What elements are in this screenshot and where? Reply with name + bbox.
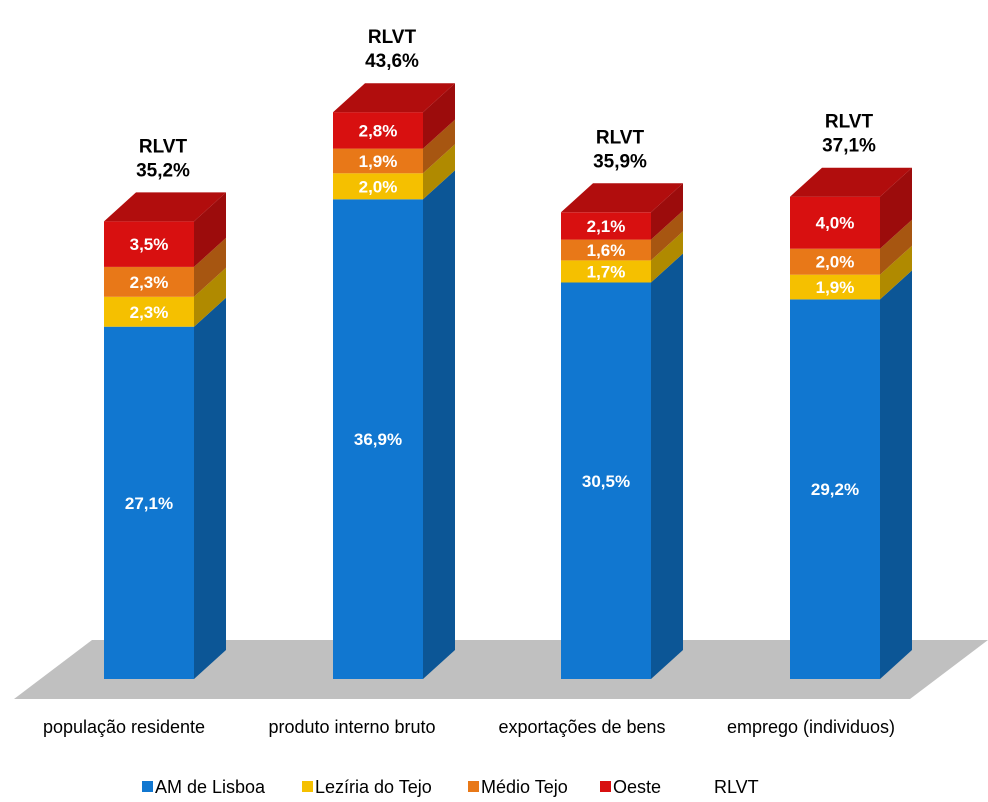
bar-segment-oeste-top xyxy=(104,192,226,222)
data-label-oeste: 2,1% xyxy=(587,217,626,236)
legend-label-leziria-do-tejo: Lezíria do Tejo xyxy=(315,777,432,797)
category-label-produto-interno-bruto: produto interno bruto xyxy=(268,717,435,737)
bar-segment-am-de-lisboa-side xyxy=(651,253,683,679)
bar-segment-am-de-lisboa-front xyxy=(790,299,880,679)
bar-segment-medio-tejo-front xyxy=(333,148,423,174)
total-name-label: RLVT xyxy=(825,112,874,133)
bar-segment-leziria-do-tejo-side xyxy=(651,231,683,283)
bar-segment-oeste-front xyxy=(790,196,880,249)
legend-swatch-am-de-lisboa xyxy=(142,781,153,792)
bar-segment-medio-tejo-front xyxy=(104,266,194,297)
data-label-am-de-lisboa: 27,1% xyxy=(125,494,173,513)
data-label-am-de-lisboa: 36,9% xyxy=(354,430,402,449)
bar-segment-am-de-lisboa-side xyxy=(194,297,226,679)
data-label-am-de-lisboa: 29,2% xyxy=(811,480,859,499)
bar-segment-am-de-lisboa-side xyxy=(423,170,455,680)
data-label-leziria-do-tejo: 2,0% xyxy=(359,177,398,196)
legend-label-am-de-lisboa: AM de Lisboa xyxy=(155,777,266,797)
bar-segment-leziria-do-tejo-front xyxy=(790,274,880,300)
total-name-label: RLVT xyxy=(139,136,188,157)
bars-group: 27,1%2,3%2,3%3,5%RLVT35,2%36,9%2,0%1,9%2… xyxy=(104,27,912,680)
legend: AM de Lisboa Lezíria do Tejo Médio Tejo Oes… xyxy=(142,777,759,797)
legend-swatch-leziria-do-tejo xyxy=(302,781,313,792)
chart-floor xyxy=(14,640,988,699)
total-name-label: RLVT xyxy=(368,27,417,48)
bar-segment-oeste-front xyxy=(333,112,423,149)
bar-segment-oeste-front xyxy=(561,212,651,240)
data-label-leziria-do-tejo: 1,7% xyxy=(587,262,626,281)
category-label-populacao-residente: população residente xyxy=(43,717,205,737)
category-labels: população residente produto interno bruto… xyxy=(43,717,895,737)
bar-segment-oeste-top xyxy=(561,183,683,213)
data-label-medio-tejo: 2,0% xyxy=(816,253,855,272)
bar-segment-medio-tejo-side xyxy=(880,219,912,275)
bar-segment-am-de-lisboa-front xyxy=(333,199,423,680)
data-label-medio-tejo: 1,9% xyxy=(359,152,398,171)
bar-segment-leziria-do-tejo-front xyxy=(561,260,651,283)
data-label-oeste: 2,8% xyxy=(359,121,398,140)
bar-segment-oeste-side xyxy=(194,192,226,267)
legend-label-rlvt: RLVT xyxy=(714,777,759,797)
category-label-exportacoes-de-bens: exportações de bens xyxy=(498,717,665,737)
total-value-label: 43,6% xyxy=(365,51,419,72)
bar-segment-leziria-do-tejo-front xyxy=(104,296,194,327)
bar-emprego-individuos: 29,2% 1,9% 2,0% 4,0% RLVT 37,1% xyxy=(790,112,912,679)
bar-segment-oeste-side xyxy=(423,83,455,149)
bar-populacao-residente: 27,1% 2,3% 2,3% 3,5% RLVT 35,2% xyxy=(104,136,226,679)
data-label-leziria-do-tejo: 2,3% xyxy=(130,303,169,322)
data-label-medio-tejo: 1,6% xyxy=(587,241,626,260)
legend-swatch-oeste xyxy=(600,781,611,792)
legend-label-oeste: Oeste xyxy=(613,777,661,797)
data-label-leziria-do-tejo: 1,9% xyxy=(816,278,855,297)
bar-segment-am-de-lisboa-side xyxy=(880,270,912,679)
bar-segment-oeste-side xyxy=(880,167,912,249)
category-label-emprego-individuos: emprego (individuos) xyxy=(727,717,895,737)
bar-segment-medio-tejo-side xyxy=(194,237,226,297)
total-value-label: 37,1% xyxy=(822,136,876,157)
total-value-label: 35,2% xyxy=(136,160,190,181)
bar-segment-oeste-top xyxy=(333,83,455,113)
bar-segment-leziria-do-tejo-side xyxy=(423,144,455,200)
bar-segment-leziria-do-tejo-side xyxy=(880,245,912,300)
legend-swatch-medio-tejo xyxy=(468,781,479,792)
bar-segment-leziria-do-tejo-side xyxy=(194,267,226,327)
total-value-label: 35,9% xyxy=(593,151,647,172)
bar-segment-medio-tejo-side xyxy=(423,119,455,174)
total-name-label: RLVT xyxy=(596,127,645,148)
bar-segment-am-de-lisboa-front xyxy=(561,282,651,679)
data-label-medio-tejo: 2,3% xyxy=(130,273,169,292)
bar-segment-oeste-front xyxy=(104,221,194,267)
bar-segment-am-de-lisboa-front xyxy=(104,326,194,679)
data-label-oeste: 4,0% xyxy=(816,214,855,233)
bar-segment-oeste-top xyxy=(790,167,912,197)
bar-segment-medio-tejo-front xyxy=(561,239,651,261)
bar-segment-oeste-side xyxy=(651,183,683,240)
bar-segment-medio-tejo-front xyxy=(790,248,880,275)
data-label-oeste: 3,5% xyxy=(130,235,169,254)
bar-exportacoes-de-bens: 30,5% 1,7% 1,6% 2,1% RLVT 35,9% xyxy=(561,127,683,679)
data-label-am-de-lisboa: 30,5% xyxy=(582,472,630,491)
bar-segment-leziria-do-tejo-front xyxy=(333,173,423,200)
bar-produto-interno-bruto: 36,9% 2,0% 1,9% 2,8% RLVT 43,6% xyxy=(333,27,455,680)
bar-segment-medio-tejo-side xyxy=(651,210,683,261)
legend-label-medio-tejo: Médio Tejo xyxy=(481,777,568,797)
